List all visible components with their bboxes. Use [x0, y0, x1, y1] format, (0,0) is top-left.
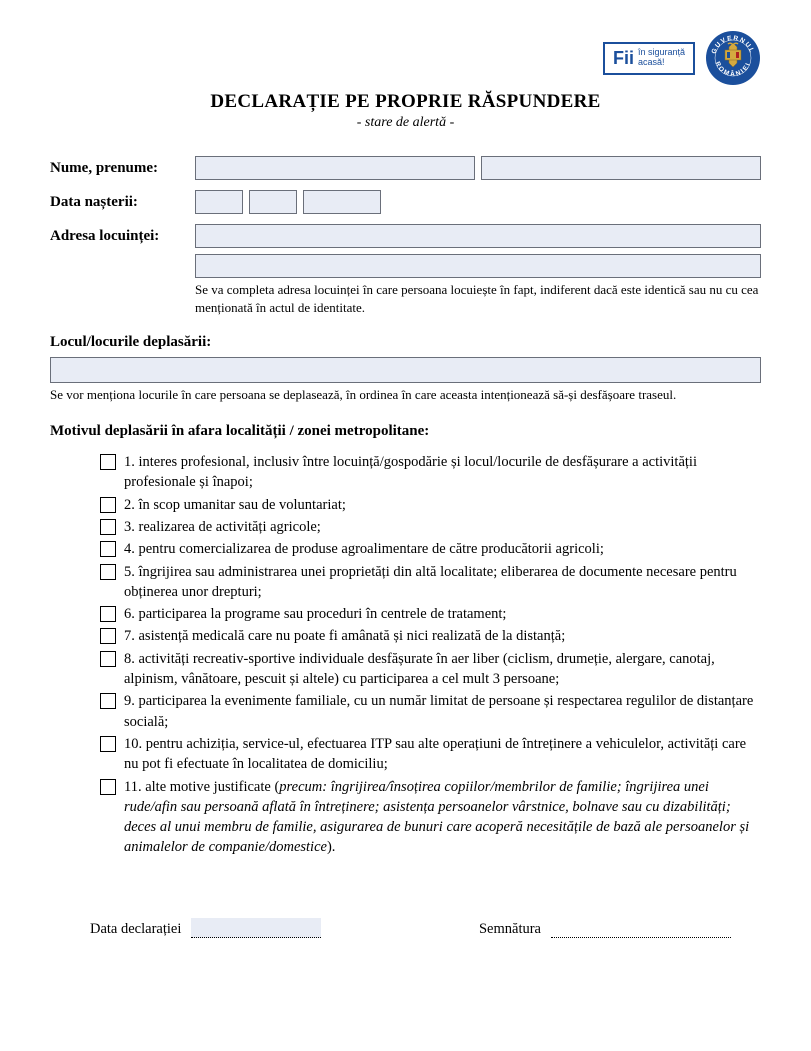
- reason-checkbox-6[interactable]: [100, 606, 116, 622]
- reason-item: 9. participarea la evenimente familiale,…: [100, 691, 761, 732]
- declaration-date: Data declarației: [90, 918, 321, 938]
- signature-line[interactable]: [551, 922, 731, 938]
- page-title: DECLARAȚIE PE PROPRIE RĂSPUNDERE: [50, 91, 761, 113]
- reason-checkbox-2[interactable]: [100, 497, 116, 513]
- address-input-2[interactable]: [195, 254, 761, 278]
- address-note: Se va completa adresa locuinței în care …: [195, 281, 761, 316]
- header-logos: Fii în siguranță acasă! GUVERNUL ROMÂNIE…: [50, 30, 761, 86]
- footer: Data declarației Semnătura: [50, 918, 761, 938]
- reason11-prefix: 11. alte motive justificate (: [124, 779, 279, 795]
- reason-text: 7. asistență medicală care nu poate fi a…: [124, 626, 761, 646]
- reason-text: 6. participarea la programe sau procedur…: [124, 604, 761, 624]
- reason-checkbox-7[interactable]: [100, 628, 116, 644]
- travel-section-label: Locul/locurile deplasării:: [50, 334, 761, 351]
- signature-label: Semnătura: [479, 921, 541, 938]
- reason-text: 8. activități recreativ-sportive individ…: [124, 649, 761, 690]
- declaration-date-input[interactable]: [191, 918, 321, 938]
- date-label: Data declarației: [90, 921, 181, 938]
- reasons-list: 1. interes profesional, inclusiv între l…: [100, 452, 761, 858]
- name-row: Nume, prenume:: [50, 156, 761, 180]
- reason-item: 3. realizarea de activități agricole;: [100, 517, 761, 537]
- reason-checkbox-8[interactable]: [100, 651, 116, 667]
- reason-item: 4. pentru comercializarea de produse agr…: [100, 539, 761, 559]
- reason-checkbox-10[interactable]: [100, 736, 116, 752]
- reason-item: 6. participarea la programe sau procedur…: [100, 604, 761, 624]
- fii-main-text: Fii: [613, 48, 634, 69]
- reason-item: 5. îngrijirea sau administrarea unei pro…: [100, 562, 761, 603]
- fii-safety-badge: Fii în siguranță acasă!: [603, 42, 695, 75]
- travel-location-input[interactable]: [50, 357, 761, 383]
- fii-line2: acasă!: [638, 58, 685, 68]
- reason-text-11: 11. alte motive justificate (precum: îng…: [124, 777, 761, 858]
- page-subtitle: - stare de alertă -: [50, 115, 761, 131]
- reason-item: 1. interes profesional, inclusiv între l…: [100, 452, 761, 493]
- reason-checkbox-4[interactable]: [100, 541, 116, 557]
- fii-sub-wrapper: în siguranță acasă!: [638, 48, 685, 68]
- reason-text: 4. pentru comercializarea de produse agr…: [124, 539, 761, 559]
- reason-text: 10. pentru achiziția, service-ul, efectu…: [124, 734, 761, 775]
- travel-note: Se vor menționa locurile în care persoan…: [50, 387, 761, 403]
- reason-checkbox-1[interactable]: [100, 454, 116, 470]
- address-fields-1: [195, 224, 761, 248]
- address-input-1[interactable]: [195, 224, 761, 248]
- reason-text: 9. participarea la evenimente familiale,…: [124, 691, 761, 732]
- reason-text: 2. în scop umanitar sau de voluntariat;: [124, 495, 761, 515]
- government-seal-icon: GUVERNUL ROMÂNIEI: [705, 30, 761, 86]
- reason-item: 7. asistență medicală care nu poate fi a…: [100, 626, 761, 646]
- reason-text: 1. interes profesional, inclusiv între l…: [124, 452, 761, 493]
- address-fields-2: [195, 254, 761, 278]
- surname-input[interactable]: [195, 156, 475, 180]
- reason-item: 11. alte motive justificate (precum: îng…: [100, 777, 761, 858]
- reason-checkbox-9[interactable]: [100, 693, 116, 709]
- firstname-input[interactable]: [481, 156, 761, 180]
- reason-text: 3. realizarea de activități agricole;: [124, 517, 761, 537]
- address-row: Adresa locuinței:: [50, 224, 761, 248]
- name-label: Nume, prenume:: [50, 160, 195, 177]
- address-label: Adresa locuinței:: [50, 228, 195, 245]
- dob-label: Data nașterii:: [50, 194, 195, 211]
- name-fields: [195, 156, 761, 180]
- dob-year-input[interactable]: [303, 190, 381, 214]
- reason-checkbox-5[interactable]: [100, 564, 116, 580]
- reason-checkbox-3[interactable]: [100, 519, 116, 535]
- reason-item: 8. activități recreativ-sportive individ…: [100, 649, 761, 690]
- reason-item: 2. în scop umanitar sau de voluntariat;: [100, 495, 761, 515]
- reasons-title: Motivul deplasării în afara localității …: [50, 423, 761, 440]
- signature: Semnătura: [479, 918, 731, 938]
- reason11-suffix: ).: [327, 839, 335, 855]
- dob-row: Data nașterii:: [50, 190, 761, 214]
- dob-fields: [195, 190, 761, 214]
- reason-text: 5. îngrijirea sau administrarea unei pro…: [124, 562, 761, 603]
- dob-day-input[interactable]: [195, 190, 243, 214]
- reason-item: 10. pentru achiziția, service-ul, efectu…: [100, 734, 761, 775]
- dob-month-input[interactable]: [249, 190, 297, 214]
- reason-checkbox-11[interactable]: [100, 779, 116, 795]
